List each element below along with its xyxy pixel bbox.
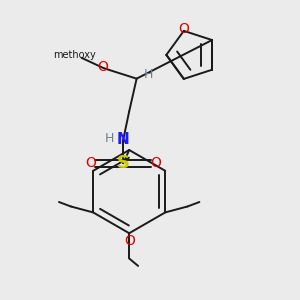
Text: H: H — [144, 68, 153, 81]
Text: O: O — [97, 60, 108, 74]
Text: O: O — [178, 22, 189, 36]
Text: N: N — [117, 132, 130, 147]
Text: O: O — [86, 156, 97, 170]
Text: methoxy: methoxy — [53, 50, 96, 60]
Text: S: S — [117, 154, 130, 172]
Text: H: H — [105, 132, 115, 145]
Text: O: O — [150, 156, 161, 170]
Text: O: O — [124, 234, 135, 248]
